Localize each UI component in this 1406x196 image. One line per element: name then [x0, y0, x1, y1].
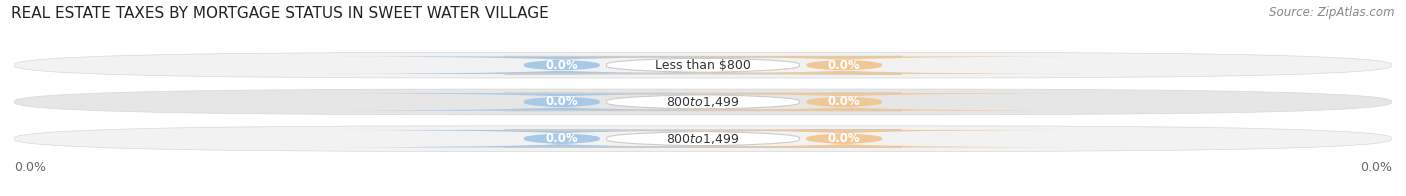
FancyBboxPatch shape	[305, 56, 820, 74]
FancyBboxPatch shape	[505, 130, 901, 147]
Text: $800 to $1,499: $800 to $1,499	[666, 95, 740, 109]
FancyBboxPatch shape	[14, 126, 1392, 152]
FancyBboxPatch shape	[14, 52, 1392, 78]
Text: 0.0%: 0.0%	[14, 161, 46, 174]
Text: 0.0%: 0.0%	[1360, 161, 1392, 174]
FancyBboxPatch shape	[586, 93, 1101, 111]
Text: REAL ESTATE TAXES BY MORTGAGE STATUS IN SWEET WATER VILLAGE: REAL ESTATE TAXES BY MORTGAGE STATUS IN …	[11, 6, 548, 21]
FancyBboxPatch shape	[305, 93, 820, 111]
Text: 0.0%: 0.0%	[546, 59, 578, 72]
FancyBboxPatch shape	[505, 93, 901, 111]
Text: $800 to $1,499: $800 to $1,499	[666, 132, 740, 146]
Text: Source: ZipAtlas.com: Source: ZipAtlas.com	[1270, 6, 1395, 19]
Text: 0.0%: 0.0%	[828, 59, 860, 72]
FancyBboxPatch shape	[505, 56, 901, 74]
Text: 0.0%: 0.0%	[828, 132, 860, 145]
FancyBboxPatch shape	[305, 130, 820, 147]
Text: 0.0%: 0.0%	[828, 95, 860, 108]
FancyBboxPatch shape	[586, 56, 1101, 74]
Text: 0.0%: 0.0%	[546, 95, 578, 108]
FancyBboxPatch shape	[14, 89, 1392, 115]
FancyBboxPatch shape	[586, 130, 1101, 147]
Text: Less than $800: Less than $800	[655, 59, 751, 72]
Text: 0.0%: 0.0%	[546, 132, 578, 145]
